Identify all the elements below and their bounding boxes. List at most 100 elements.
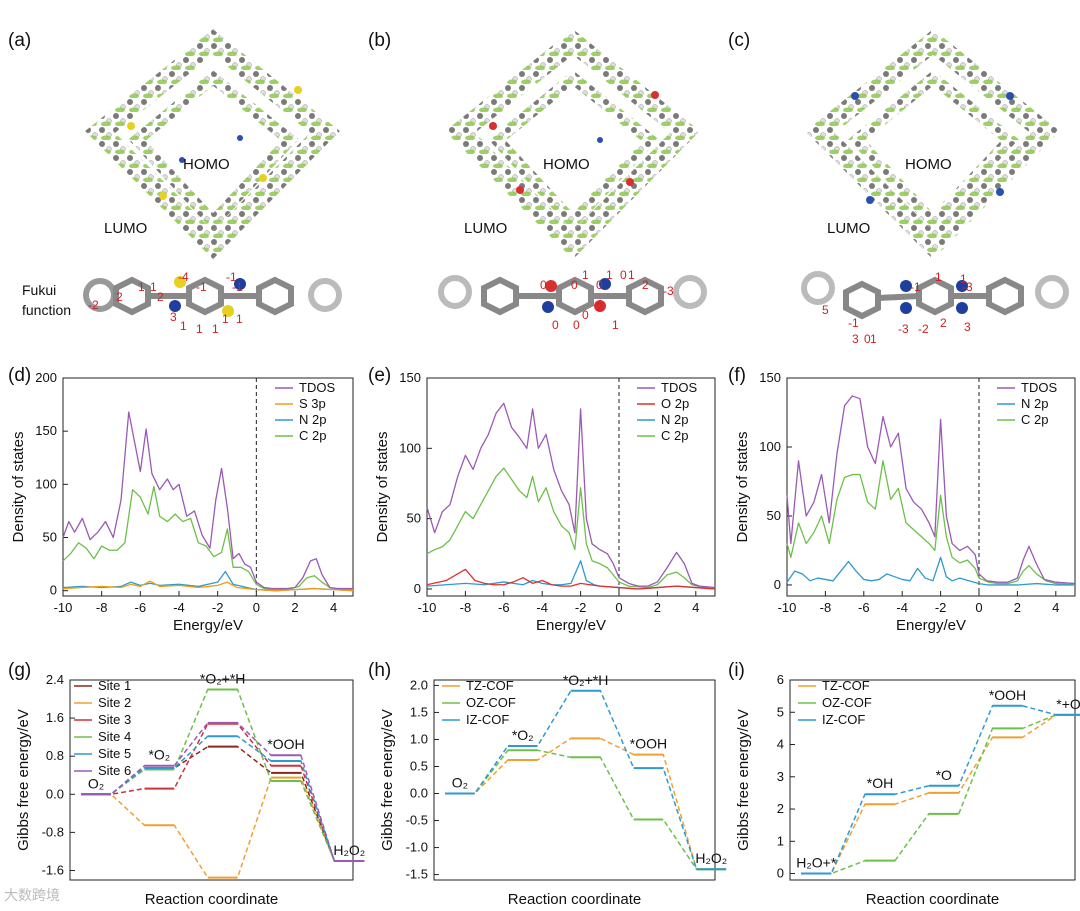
fukui-value: 1	[606, 268, 613, 282]
y-tick-label: 3	[777, 769, 784, 784]
fukui-value: 1	[870, 332, 877, 346]
fukui-value: -1	[910, 280, 921, 294]
x-axis-title: Reaction coordinate	[866, 891, 999, 908]
y-tick-label: 0	[777, 866, 784, 881]
fukui-value: -1	[226, 270, 237, 284]
state-label: H₂O₂	[333, 842, 365, 858]
cof-structure-illustrations	[83, 29, 1069, 320]
y-axis-title: Density of states	[10, 432, 27, 543]
legend-label: S 3p	[299, 396, 326, 411]
y-axis-title: Density of states	[374, 432, 391, 543]
x-axis-title: Energy/eV	[896, 617, 966, 634]
chart-h: -1.5 -1.0 -0.5 0.0 0.5 1.0 1.5 2.0 O₂ *O₂ *O₂+*H *O…	[379, 672, 727, 908]
series-line-tdos	[62, 411, 353, 590]
watermark: 大数跨境	[4, 887, 60, 903]
fukui-value: 1	[180, 319, 187, 333]
x-tick-label: -6	[498, 600, 510, 615]
fukui-label-line1: Fukui	[22, 282, 57, 298]
legend-label: O 2p	[661, 396, 689, 411]
x-tick-label: -10	[418, 600, 437, 615]
panel-letter-d: (d)	[8, 365, 32, 386]
fukui-value: -2	[918, 322, 929, 336]
panel-letter-f: (f)	[728, 365, 746, 386]
fukui-value: -3	[898, 322, 909, 336]
plot-frame	[69, 679, 354, 881]
plot-frame	[426, 377, 716, 597]
fukui-value: 2	[157, 290, 164, 304]
state-label: O₂	[452, 775, 468, 791]
fukui-value: 2	[116, 290, 123, 304]
fukui-value: -1	[848, 316, 859, 330]
state-label: H₂O+*	[796, 855, 837, 871]
fukui-value: -1	[232, 280, 243, 294]
y-tick-label: 200	[35, 370, 57, 385]
panel-letter-b: (b)	[368, 30, 392, 51]
panel-letter-i: (i)	[728, 660, 745, 681]
state-label: H₂O₂	[695, 850, 727, 866]
x-axis-title: Reaction coordinate	[508, 891, 641, 908]
series-line-c-2p	[426, 467, 716, 590]
y-tick-label: 2.4	[46, 672, 64, 687]
fukui-value: 5	[822, 303, 829, 317]
state-label: *OOH	[630, 736, 667, 752]
state-label: *OOH	[267, 736, 304, 752]
fukui-value: 0	[540, 278, 547, 292]
legend-label: IZ-COF	[466, 712, 509, 727]
y-tick-label: 1	[777, 833, 784, 848]
fukui-value: 0	[582, 308, 589, 322]
x-tick-label: -6	[135, 600, 147, 615]
legend-label: TZ-COF	[466, 678, 514, 693]
x-axis-title: Energy/eV	[536, 617, 606, 634]
x-tick-label: 4	[1052, 600, 1059, 615]
fukui-value: -2	[88, 298, 99, 312]
x-tick-label: 2	[1014, 600, 1021, 615]
y-tick-label: -0.5	[406, 813, 428, 828]
y-tick-label: -1.5	[406, 867, 428, 882]
legend-label: C 2p	[661, 428, 688, 443]
x-tick-label: -8	[460, 600, 472, 615]
x-tick-label: 0	[975, 600, 982, 615]
x-tick-label: -10	[778, 600, 797, 615]
fukui-value: 2	[940, 316, 947, 330]
lumo-label-b: LUMO	[464, 220, 508, 237]
state-label: *O	[936, 767, 952, 783]
fukui-molecule-b	[438, 275, 707, 316]
legend-label: TZ-COF	[822, 678, 870, 693]
fukui-value: 2	[642, 278, 649, 292]
panel-letter-a: (a)	[8, 30, 32, 51]
x-tick-label: -4	[896, 600, 908, 615]
series-line-c-2p	[786, 460, 1076, 586]
y-axis-title: Density of states	[734, 432, 751, 543]
fukui-value: 0	[864, 332, 871, 346]
fukui-value: 1	[222, 312, 229, 326]
fukui-value: -3	[962, 280, 973, 294]
series-path-site-3	[81, 723, 365, 862]
fukui-value: 0	[596, 278, 603, 292]
legend-label: Site 1	[98, 678, 131, 693]
fukui-value: 1	[196, 322, 203, 336]
series-line-o-2p	[426, 568, 716, 590]
legend-label: Site 6	[98, 763, 131, 778]
legend-label: OZ-COF	[822, 695, 872, 710]
y-axis-title: Gibbs free energy/eV	[15, 709, 32, 851]
y-tick-label: 2.0	[410, 677, 428, 692]
panel-letter-h: (h)	[368, 660, 392, 681]
y-tick-label: 1.6	[46, 710, 64, 725]
y-tick-label: 0.0	[410, 786, 428, 801]
series-line-tdos	[786, 395, 1076, 585]
x-axis-title: Energy/eV	[173, 617, 243, 634]
legend-label: TDOS	[1021, 380, 1057, 395]
homo-label-a: HOMO	[183, 156, 230, 173]
series-path-tz-cof	[801, 714, 1080, 875]
x-tick-label: -2	[575, 600, 587, 615]
x-tick-label: 0	[253, 600, 260, 615]
fukui-value: 1	[960, 272, 967, 286]
fukui-value: 3	[170, 310, 177, 324]
legend-label: C 2p	[1021, 412, 1048, 427]
legend-label: TDOS	[661, 380, 697, 395]
x-tick-label: -4	[536, 600, 548, 615]
x-tick-label: 2	[654, 600, 661, 615]
homo-label-b: HOMO	[543, 156, 590, 173]
